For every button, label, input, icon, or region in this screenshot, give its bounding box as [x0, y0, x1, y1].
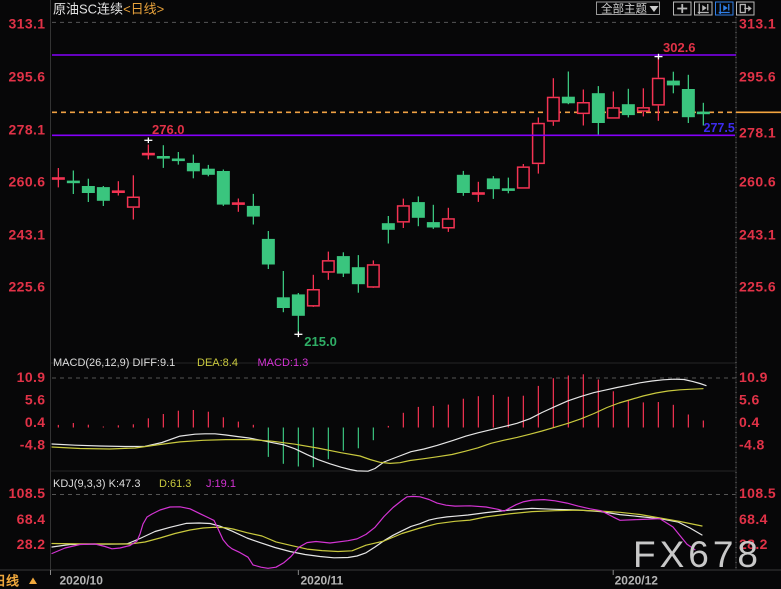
- svg-text:2020/11: 2020/11: [301, 574, 344, 588]
- svg-text:215.0: 215.0: [304, 334, 337, 349]
- svg-text:-4.8: -4.8: [20, 437, 46, 453]
- svg-text:全部主题: 全部主题: [601, 2, 647, 16]
- svg-text:0.4: 0.4: [739, 414, 760, 430]
- svg-text:225.6: 225.6: [739, 278, 776, 294]
- svg-text:10.9: 10.9: [17, 369, 46, 385]
- svg-text:243.1: 243.1: [739, 226, 776, 242]
- svg-text:276.0: 276.0: [152, 122, 185, 137]
- svg-text:278.1: 278.1: [739, 124, 776, 140]
- svg-text:313.1: 313.1: [8, 16, 45, 32]
- svg-text:278.1: 278.1: [8, 121, 45, 137]
- svg-text:KDJ(9,3,3) K:47.3D:61.3J:19.1: KDJ(9,3,3) K:47.3 D:61.3 J:19.1: [53, 478, 236, 490]
- svg-text:295.6: 295.6: [739, 68, 776, 84]
- svg-text:243.1: 243.1: [8, 226, 45, 242]
- svg-text:10.9: 10.9: [739, 369, 768, 385]
- svg-text:108.5: 108.5: [739, 485, 776, 501]
- svg-text:225.6: 225.6: [8, 278, 45, 294]
- svg-text:原油SC连续<日线>: 原油SC连续<日线>: [53, 2, 164, 17]
- svg-text:FX678: FX678: [633, 534, 762, 575]
- svg-text:108.5: 108.5: [8, 485, 45, 501]
- svg-text:2020/12: 2020/12: [615, 574, 659, 588]
- svg-text:313.1: 313.1: [739, 16, 776, 32]
- svg-text:5.6: 5.6: [739, 391, 760, 407]
- svg-text:-4.8: -4.8: [739, 437, 765, 453]
- svg-text:5.6: 5.6: [25, 391, 46, 407]
- svg-text:2020/10: 2020/10: [60, 574, 104, 588]
- svg-text:260.6: 260.6: [8, 173, 45, 189]
- svg-text:28.2: 28.2: [739, 536, 768, 552]
- svg-text:302.6: 302.6: [663, 40, 696, 55]
- svg-text:68.4: 68.4: [17, 511, 46, 527]
- svg-text:28.2: 28.2: [17, 536, 46, 552]
- svg-text:日线: 日线: [0, 574, 19, 589]
- svg-text:68.4: 68.4: [739, 511, 768, 527]
- svg-text:277.5: 277.5: [704, 121, 735, 135]
- svg-text:0.4: 0.4: [25, 414, 46, 430]
- svg-text:260.6: 260.6: [739, 173, 776, 189]
- svg-text:295.6: 295.6: [8, 68, 45, 84]
